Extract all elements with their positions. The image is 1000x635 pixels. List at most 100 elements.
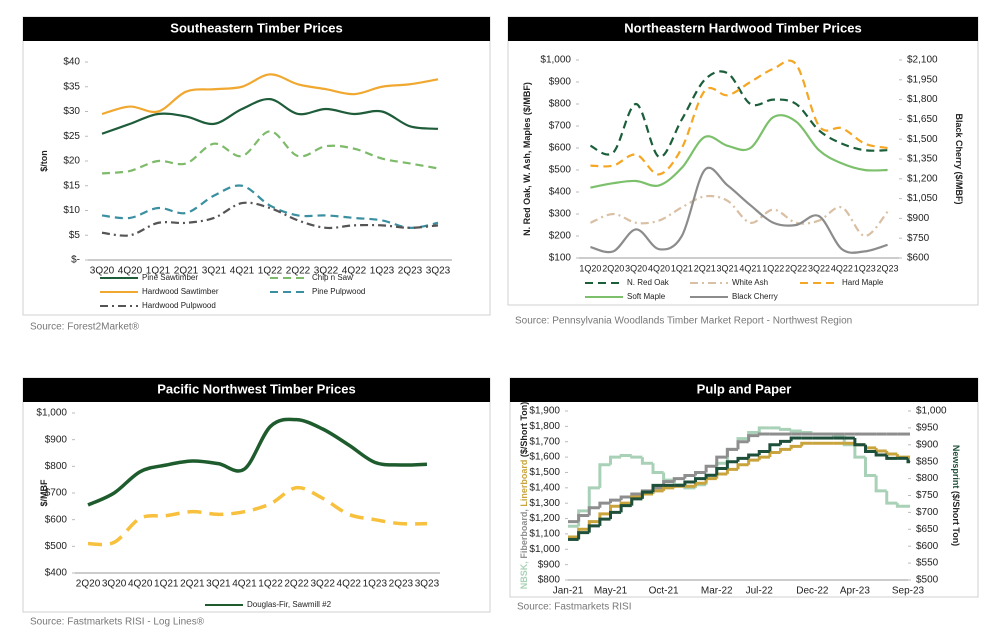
chart-title: Southeastern Timber Prices — [170, 20, 342, 35]
series-line — [101, 201, 439, 237]
step-segment — [651, 483, 664, 493]
title-bar — [23, 378, 490, 402]
step-segment — [757, 432, 770, 436]
step-segment — [757, 426, 770, 433]
axis-label: Newsprint ($/Short Ton) — [951, 445, 961, 546]
axis-label-text: $/MBF — [39, 479, 49, 507]
step-segment — [757, 450, 770, 455]
source-note: Source: Forest2Market® — [30, 322, 140, 333]
y-tick-label: $800 — [45, 461, 68, 472]
x-tick-label: 2Q21 — [694, 263, 716, 273]
x-tick-label: 3Q21 — [202, 266, 227, 277]
step-segment — [683, 480, 696, 486]
step-segment — [587, 506, 600, 516]
y-tick-label: $40 — [63, 57, 80, 68]
axis-label: $/ton — [39, 150, 49, 172]
y-tick-label: $15 — [63, 180, 80, 191]
step-segment — [736, 440, 749, 450]
y-tick-label: $1,500 — [529, 467, 560, 478]
y2-tick-label: $900 — [916, 439, 939, 450]
x-tick-label: 2Q20 — [76, 579, 101, 590]
series-line — [590, 114, 888, 189]
y-tick-label: $800 — [549, 99, 572, 110]
y2-tick-label: $950 — [916, 423, 939, 434]
step-segment — [874, 475, 887, 493]
step-segment — [747, 458, 760, 465]
x-tick-label: May-21 — [594, 586, 628, 597]
step-segment — [577, 513, 590, 522]
y-tick-label: $700 — [549, 121, 572, 132]
y2-tick-label: $600 — [916, 541, 939, 552]
axis-label: NBSK, Fiberboard, Linerboard ($/Short To… — [519, 402, 529, 589]
x-tick-label: 3Q20 — [102, 579, 127, 590]
panel — [509, 377, 979, 598]
y2-tick-label: $1,800 — [907, 94, 938, 105]
step-segment — [630, 455, 643, 459]
series-line — [589, 194, 889, 238]
y2-tick-label: $600 — [907, 253, 930, 264]
step-segment — [747, 453, 760, 459]
x-tick-label: 1Q22 — [762, 263, 784, 273]
y-tick-label: $1,000 — [540, 55, 571, 66]
step-segment — [598, 501, 611, 508]
x-tick-label: 1Q21 — [671, 263, 693, 273]
title-bar — [23, 17, 490, 41]
x-tick-label: 3Q23 — [426, 266, 451, 277]
y2-tick-label: $700 — [916, 507, 939, 518]
step-segment — [694, 470, 707, 476]
axis-label-text: $/ton — [39, 150, 49, 172]
step-segment — [609, 455, 622, 465]
y2-tick-label: $750 — [907, 233, 930, 244]
title-bar — [510, 378, 978, 402]
x-tick-label: 1Q20 — [579, 263, 601, 273]
axis-label-text: N. Red Oak, W. Ash, Maples ($/MBF) — [522, 82, 532, 236]
x-tick-label: 2Q22 — [785, 263, 807, 273]
axis-label: Black Cherry ($/MBF) — [954, 113, 964, 204]
chart-title: Pacific Northwest Timber Prices — [157, 381, 355, 396]
y-tick-label: $600 — [45, 514, 68, 525]
step-segment — [736, 456, 749, 462]
step-segment — [683, 474, 696, 479]
x-tick-label: 3Q21 — [206, 579, 231, 590]
step-segment — [906, 458, 910, 464]
y2-tick-label: $1,950 — [907, 74, 938, 85]
series-line — [101, 130, 439, 175]
y-tick-label: $- — [71, 255, 80, 266]
x-tick-label: Jan-21 — [553, 586, 584, 597]
step-segment — [715, 466, 728, 476]
legend-label: Soft Maple — [627, 292, 666, 301]
x-tick-label: 2Q20 — [602, 263, 624, 273]
y-tick-label: $300 — [549, 209, 572, 220]
step-segment — [779, 447, 792, 453]
chart-title: Northeastern Hardwood Timber Prices — [624, 20, 861, 35]
series-line — [87, 417, 428, 507]
step-segment — [598, 463, 611, 488]
legend-label: Pine Pulpwood — [312, 287, 365, 296]
y2-tick-label: $1,350 — [907, 154, 938, 165]
series-line — [101, 98, 439, 135]
y2-tick-label: $550 — [916, 558, 939, 569]
step-segment — [662, 472, 675, 482]
legend-label: Newsprint — [951, 445, 961, 489]
y-tick-label: $1,100 — [529, 529, 560, 540]
y-tick-label: $800 — [538, 575, 561, 586]
x-tick-label: 3Q22 — [808, 263, 830, 273]
series-line — [590, 166, 888, 254]
y-tick-label: $1,200 — [529, 513, 560, 524]
y2-tick-label: $650 — [916, 524, 939, 535]
x-tick-label: 2Q23 — [877, 263, 899, 273]
x-tick-label: 4Q20 — [118, 266, 143, 277]
step-segment — [874, 451, 887, 457]
legend-label: N. Red Oak — [627, 278, 670, 287]
step-segment — [609, 498, 622, 504]
step-segment — [587, 486, 600, 511]
y-tick-label: $1,300 — [529, 498, 560, 509]
step-segment — [715, 455, 728, 467]
legend-label: NBSK, — [519, 561, 529, 589]
y-tick-label: $900 — [549, 77, 572, 88]
legend-label: Pine Sawtimber — [142, 273, 198, 282]
step-segment — [587, 524, 600, 533]
y-tick-label: $500 — [45, 541, 68, 552]
x-tick-label: 2Q22 — [284, 579, 309, 590]
step-segment — [789, 444, 802, 450]
